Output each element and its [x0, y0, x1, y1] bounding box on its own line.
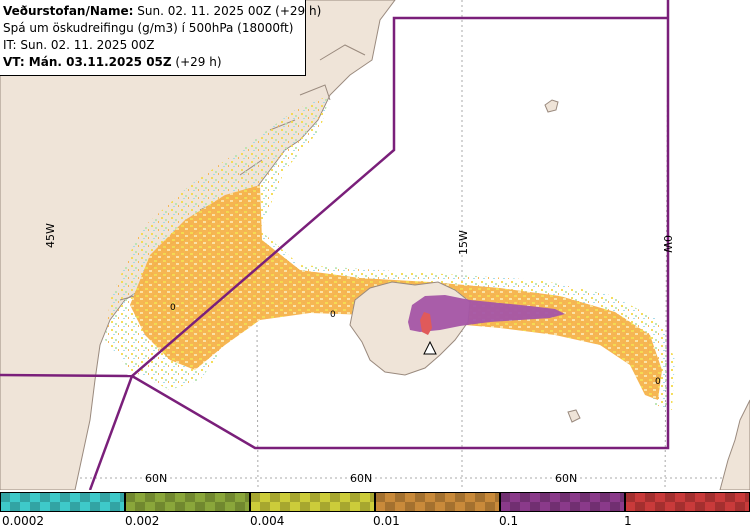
norway-coast	[719, 399, 750, 490]
legend-bar-5	[625, 492, 750, 512]
latitude-label-3: 60N	[555, 472, 577, 485]
forecast-boundary	[0, 0, 670, 490]
latitude-label-1: 60N	[145, 472, 167, 485]
longitude-label-0w: 0W	[661, 235, 674, 253]
faroe-islands	[567, 409, 581, 423]
longitude-label-15w: 15W	[457, 230, 470, 255]
legend-bar-3	[375, 492, 500, 512]
issuer-line: Veðurstofan/Name: Sun. 02. 11. 2025 00Z …	[3, 3, 321, 20]
contour-label-1: 0	[170, 303, 176, 313]
legend-bar-0	[0, 492, 125, 512]
legend-color-bars	[0, 492, 750, 512]
valid-time-line: VT: Mán. 03.11.2025 05Z (+29 h)	[3, 54, 305, 71]
longitude-label-45w: 45W	[44, 223, 57, 248]
ash-dispersion-map[interactable]: 45W 15W 0W 60N 60N 60N 0 0 0	[0, 0, 750, 490]
legend-bar-4	[500, 492, 625, 512]
issuer-value: Sun. 02. 11. 2025 00Z (+29 h)	[133, 4, 322, 18]
legend-tick-1: 0.002	[125, 514, 160, 528]
ash-plume-fringe	[105, 95, 675, 410]
contour-label-3: 0	[655, 377, 661, 387]
valid-time-value: (+29 h)	[171, 55, 222, 69]
legend-tick-5: 1	[624, 514, 632, 528]
legend-tick-4: 0.1	[499, 514, 519, 528]
ash-plume-red	[420, 312, 432, 335]
volcano-triangle-icon[interactable]	[423, 340, 437, 355]
forecast-info-panel: Veðurstofan/Name: Sun. 02. 11. 2025 00Z …	[0, 0, 321, 76]
initial-time: IT: Sun. 02. 11. 2025 00Z	[3, 38, 155, 52]
concentration-legend	[0, 492, 750, 512]
ash-plume-purple	[408, 295, 565, 332]
legend-bar-1	[125, 492, 250, 512]
contour-label-2: 0	[330, 310, 336, 320]
issuer-label: Veðurstofan/Name:	[3, 4, 134, 18]
legend-tick-0: 0.0002	[2, 514, 44, 528]
valid-time-label: VT: Mán. 03.11.2025 05Z	[3, 55, 172, 69]
legend-tick-2: 0.004	[250, 514, 285, 528]
small-island-north	[544, 99, 559, 113]
latitude-label-2: 60N	[350, 472, 372, 485]
legend-tick-3: 0.01	[373, 514, 400, 528]
legend-bar-2	[250, 492, 375, 512]
forecast-description: Spá um öskudreifingu (g/m3) í 500hPa (18…	[3, 21, 294, 35]
